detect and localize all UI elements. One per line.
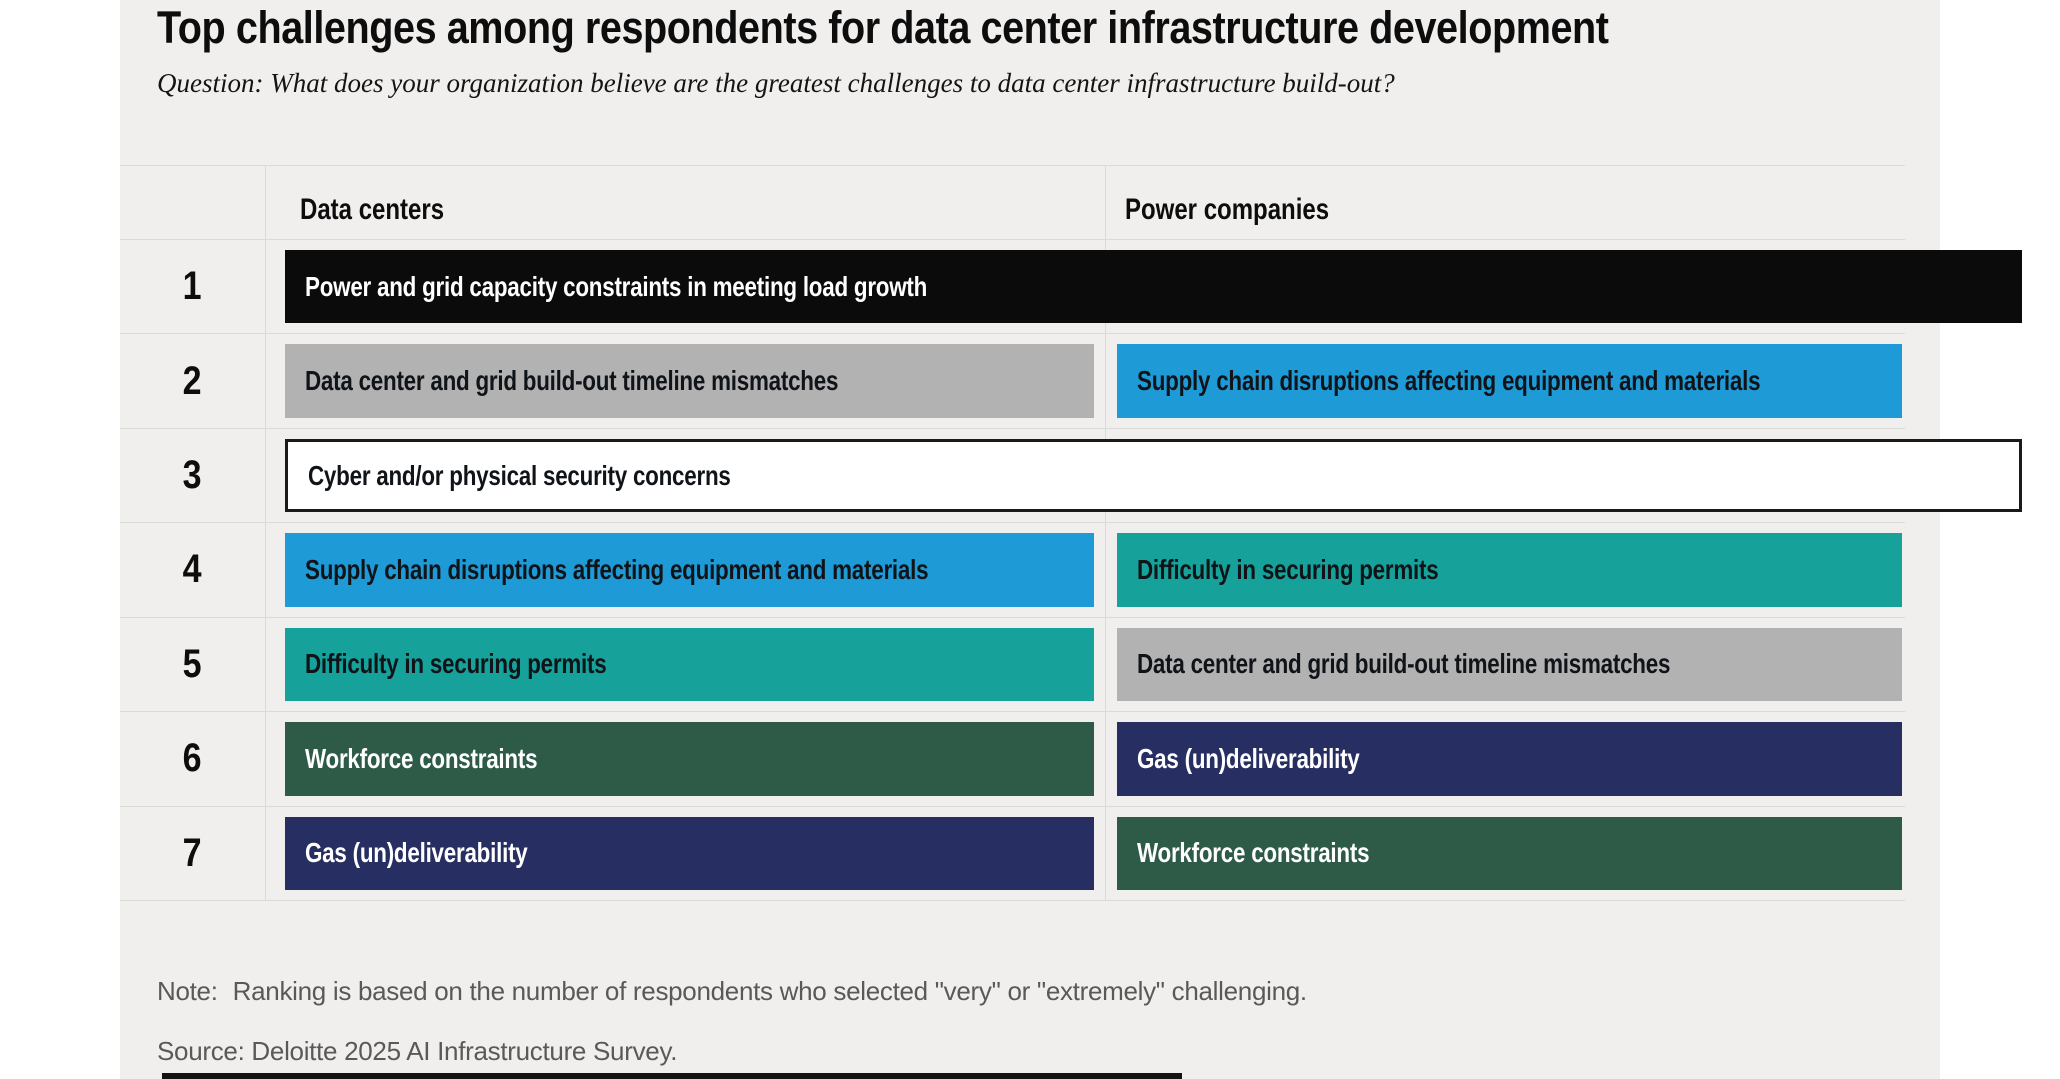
challenge-bar-both-columns: Power and grid capacity constraints in m… (285, 250, 2022, 324)
challenge-label: Data center and grid build-out timeline … (1137, 648, 1671, 680)
challenge-bar-data-centers: Difficulty in securing permits (285, 627, 1094, 702)
challenge-label: Workforce constraints (305, 742, 538, 774)
challenge-bar-both-columns: Cyber and/or physical security concerns (285, 438, 2022, 513)
challenge-bar-data-centers: Gas (un)deliverability (285, 816, 1094, 890)
column-header-label: Power companies (1125, 193, 1330, 226)
table-header-row: Data centers Power companies (120, 166, 1905, 240)
rank-label: 6 (183, 736, 202, 781)
bottom-accent-bar (162, 1073, 1182, 1079)
challenge-label: Cyber and/or physical security concerns (308, 459, 731, 491)
table-row-rank-3: 3 Cyber and/or physical security concern… (120, 429, 2022, 524)
chart-question: Question: What does your organization be… (157, 68, 1395, 98)
challenge-label: Data center and grid build-out timeline … (305, 365, 839, 397)
column-header-power-companies: Power companies (1125, 193, 1380, 227)
challenge-bar-power-companies: Data center and grid build-out timeline … (1117, 627, 1902, 702)
column-header-data-centers: Data centers (300, 193, 480, 227)
table-row-rank-5: 5 Difficulty in securing permits Data ce… (120, 618, 1905, 713)
rank-label: 7 (183, 830, 202, 875)
challenge-label: Supply chain disruptions affecting equip… (1137, 365, 1761, 397)
rank-label: 4 (183, 547, 202, 592)
challenge-bar-data-centers: Supply chain disruptions affecting equip… (285, 533, 1094, 607)
table-row-rank-6: 6 Workforce constraints Gas (un)delivera… (120, 712, 1905, 807)
note-text: Ranking is based on the number of respon… (232, 976, 1307, 1006)
challenge-label: Difficulty in securing permits (1137, 553, 1439, 585)
challenge-label: Difficulty in securing permits (305, 648, 607, 680)
table-row-rank-1: 1 Power and grid capacity constraints in… (120, 240, 2022, 335)
rank-label: 1 (183, 264, 202, 309)
challenge-bar-power-companies: Workforce constraints (1117, 816, 1902, 890)
chart-title: Top challenges among respondents for dat… (157, 2, 1609, 53)
challenge-bar-power-companies: Difficulty in securing permits (1117, 533, 1902, 607)
rank-label: 2 (183, 358, 202, 403)
table-row-rank-2: 2 Data center and grid build-out timelin… (120, 334, 1905, 429)
table-row-rank-4: 4 Supply chain disruptions affecting equ… (120, 523, 1905, 618)
rank-label: 5 (183, 641, 202, 686)
challenge-label: Gas (un)deliverability (305, 837, 528, 869)
challenge-bar-power-companies: Supply chain disruptions affecting equip… (1117, 344, 1902, 418)
chart-note: Note: Ranking is based on the number of r… (157, 976, 1307, 1007)
chart-panel: Top challenges among respondents for dat… (120, 0, 2022, 1079)
challenge-label: Gas (un)deliverability (1137, 742, 1360, 774)
ranking-table: Data centers Power companies 1 Power and… (120, 165, 2022, 901)
rank-label: 3 (183, 453, 202, 498)
column-header-label: Data centers (300, 193, 445, 226)
table-row-rank-7: 7 Gas (un)deliverability Workforce const… (120, 807, 1905, 901)
challenge-label: Power and grid capacity constraints in m… (305, 270, 928, 302)
challenge-bar-data-centers: Workforce constraints (285, 722, 1094, 796)
challenge-bar-power-companies: Gas (un)deliverability (1117, 722, 1902, 796)
gridline-vertical-left (265, 166, 266, 901)
challenge-label: Supply chain disruptions affecting equip… (305, 553, 929, 585)
note-label: Note: (157, 976, 218, 1006)
challenge-bar-data-centers: Data center and grid build-out timeline … (285, 344, 1094, 418)
gridline-vertical-middle (1105, 166, 1106, 901)
chart-source: Source: Deloitte 2025 AI Infrastructure … (157, 1036, 678, 1066)
challenge-label: Workforce constraints (1137, 837, 1370, 869)
